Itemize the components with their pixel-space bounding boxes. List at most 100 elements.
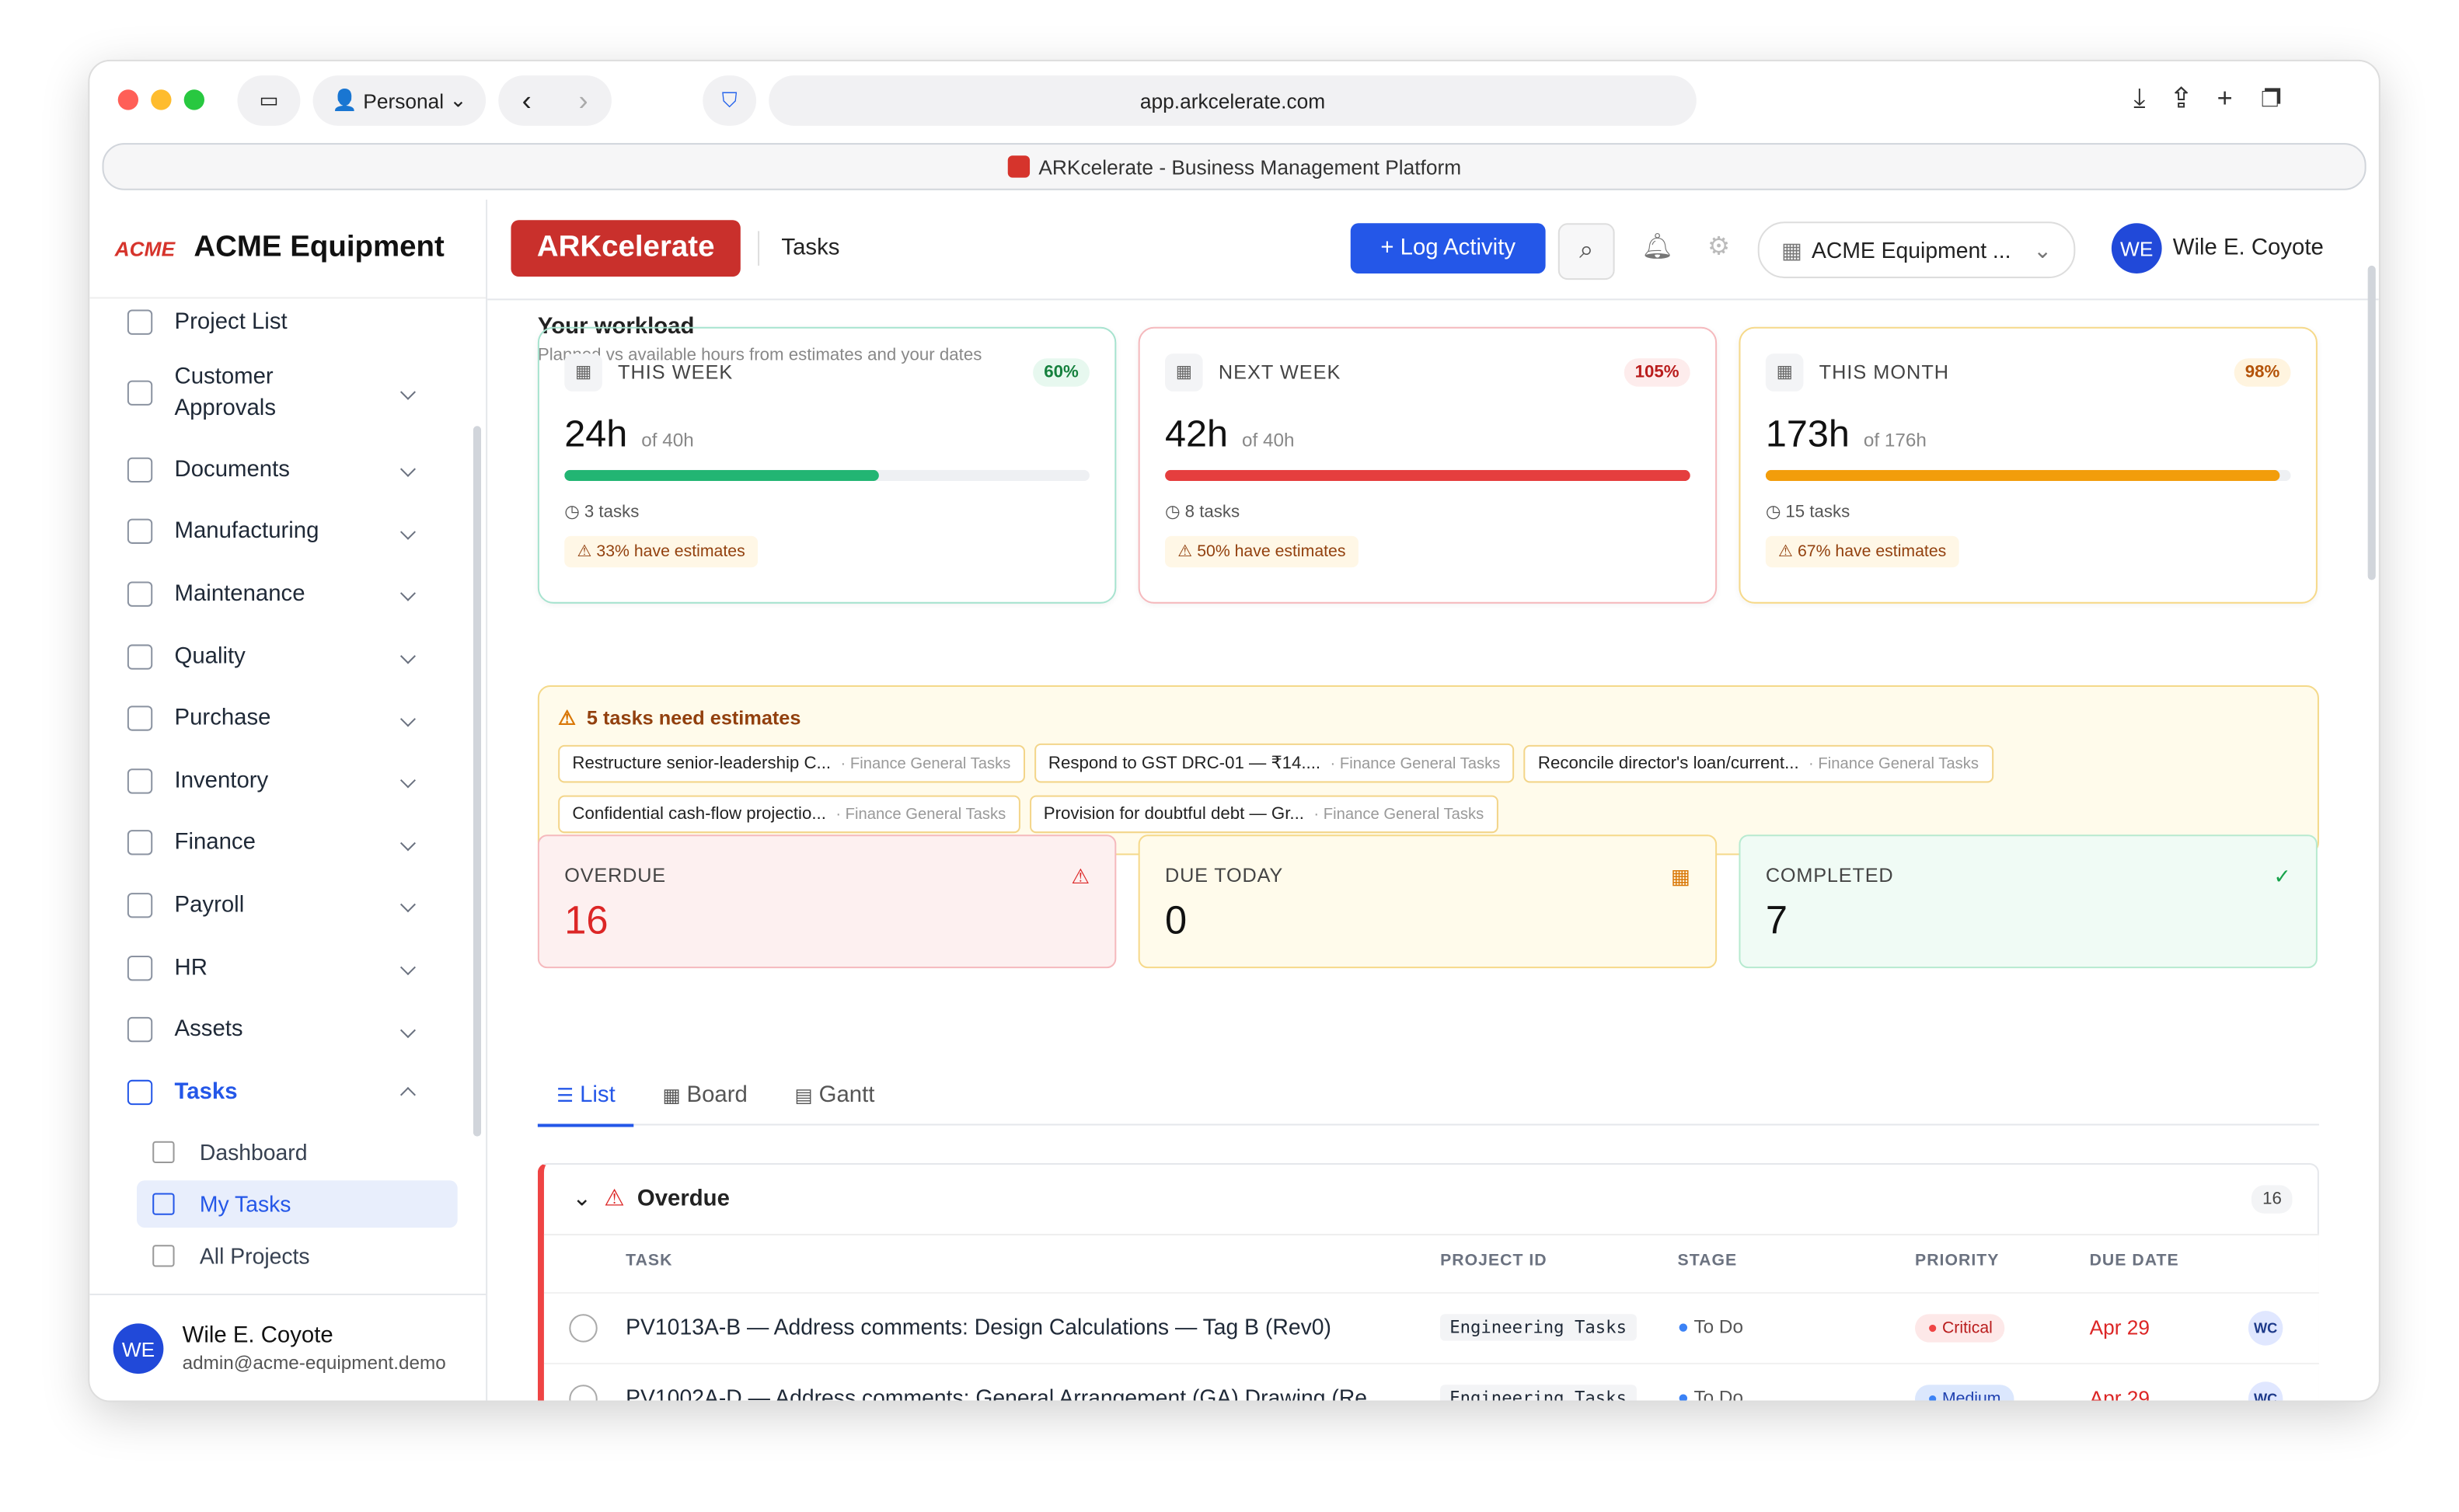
column-header: DUE DATE <box>2089 1251 2179 1270</box>
card-capacity: of 40h <box>1242 429 1295 451</box>
view-tab[interactable]: ▦ Board <box>662 1082 748 1109</box>
chip-task: Respond to GST DRC-01 — ₹14.... <box>1048 754 1321 774</box>
nav-label: Customer Approvals <box>174 364 277 421</box>
url: app.arkcelerate.com <box>1139 89 1326 113</box>
tab-label: Board <box>686 1082 748 1109</box>
chip-project: · Finance General Tasks <box>1330 756 1501 774</box>
tab-title: ARKcelerate - Business Management Platfo… <box>1038 155 1462 179</box>
view-tabs: ☰ List ▦ Board ▤ Gantt <box>537 1077 2319 1127</box>
nav-item[interactable]: Assets <box>89 998 486 1061</box>
estimates-title: 5 tasks need estimates <box>586 707 801 730</box>
nav-item[interactable]: Manufacturing <box>89 501 486 563</box>
minimize[interactable] <box>151 89 172 110</box>
nav-label: Finance <box>174 830 256 856</box>
card-label: THIS MONTH <box>1819 361 1950 384</box>
sidebar: ACME ACME Equipment Project List Customer… <box>89 199 488 1401</box>
nav-item[interactable]: Maintenance <box>89 563 486 625</box>
nav-label: Inventory <box>174 768 269 794</box>
nav-item[interactable]: Payroll <box>89 874 486 936</box>
company-select[interactable]: ▦ ACME Equipment ... ⌄ <box>1757 221 2076 279</box>
card-tasks: 3 tasks <box>584 503 640 522</box>
sidebar-user[interactable]: WE Wile E. Coyote admin@acme-equipment.d… <box>89 1293 487 1401</box>
section-title: Your workload <box>537 314 695 340</box>
workload-card: ▦ THIS MONTH 98% 173h of 176h ◷ 15 tasks ⚠… <box>1739 326 2318 604</box>
card-estimates: 50% have estimates <box>1197 542 1346 562</box>
card-percent: 60% <box>1033 358 1090 387</box>
task-due: Apr 29 <box>2089 1315 2150 1340</box>
subnav-label: My Tasks <box>199 1190 291 1216</box>
brand[interactable]: ARKcelerate <box>511 220 741 277</box>
chip-task: Reconcile director's loan/current... <box>1537 754 1799 774</box>
history-nav[interactable]: ‹ › <box>498 75 612 126</box>
progress-bar <box>1765 469 2280 482</box>
workload-card: ▦ NEXT WEEK 105% 42h of 40h ◷ 8 tasks ⚠ 50… <box>1138 326 1718 604</box>
toolbar-actions[interactable]: ⤓⇪+❐ <box>2133 83 2310 113</box>
nav-label: Quality <box>174 643 246 669</box>
close[interactable] <box>117 89 139 110</box>
task-project: Engineering Tasks <box>1440 1314 1637 1341</box>
nav-item[interactable]: Finance <box>89 812 486 874</box>
nav-list: Project List Customer Approvals Documents M… <box>89 298 486 1278</box>
task-name: PV1013A-B — Address comments: Design Cal… <box>626 1314 1331 1340</box>
address-bar[interactable]: app.arkcelerate.com <box>769 75 1697 126</box>
nav-item[interactable]: Inventory <box>89 750 486 812</box>
task-row[interactable]: PV1002A-D — Address comments: General Ar… <box>543 1362 2319 1402</box>
column-header: TASK <box>626 1251 673 1270</box>
card-estimates: 67% have estimates <box>1797 542 1947 562</box>
nav-item[interactable]: Quality <box>89 625 486 688</box>
stat-value: 7 <box>1765 899 1788 943</box>
tab[interactable]: ARKcelerate - Business Management Platfo… <box>102 143 2367 190</box>
nav-item[interactable]: HR <box>89 936 486 998</box>
nav-item[interactable]: Project List <box>89 298 486 346</box>
subnav-label: All Projects <box>199 1242 310 1268</box>
subnav-item[interactable]: All Projects <box>137 1232 458 1279</box>
extension[interactable]: ⛉ <box>703 75 757 126</box>
view-tab[interactable]: ▤ Gantt <box>794 1082 875 1109</box>
user-name: Wile E. Coyote <box>182 1323 333 1349</box>
profile: Personal <box>363 89 445 113</box>
profile-button[interactable]: 👤 Personal ⌄ <box>312 75 487 126</box>
stat-card: OVERDUE ⚠ 16 <box>537 834 1117 969</box>
estimate-chip[interactable]: Respond to GST DRC-01 — ₹14.... · Financ… <box>1034 743 1515 783</box>
subnav-item[interactable]: Dashboard <box>137 1128 458 1176</box>
view-tab[interactable]: ☰ List <box>537 1077 635 1127</box>
notifications[interactable]: 🔔︎ <box>1641 234 1674 261</box>
task-due: Apr 29 <box>2089 1386 2150 1402</box>
log-activity-button[interactable]: + Log Activity <box>1350 223 1546 274</box>
card-tasks: 8 tasks <box>1184 503 1240 522</box>
card-capacity: of 176h <box>1863 429 1927 451</box>
estimate-chip[interactable]: Restructure senior-leadership C... · Fin… <box>558 744 1025 783</box>
task-row[interactable]: PV1013A-B — Address comments: Design Cal… <box>543 1291 2319 1364</box>
workload-card: ▦ THIS WEEK 60% 24h of 40h ◷ 3 tasks ⚠ 33%… <box>537 326 1117 604</box>
card-percent: 98% <box>2234 358 2291 387</box>
brand-text: ARKcelerate <box>536 231 715 264</box>
group-count: 16 <box>2251 1185 2293 1214</box>
column-header: PRIORITY <box>1915 1251 2000 1270</box>
stat-value: 0 <box>1165 899 1188 943</box>
nav-item[interactable]: Purchase <box>89 688 486 750</box>
nav-item[interactable]: Documents <box>89 438 486 500</box>
task-stage: To Do <box>1693 1315 1743 1338</box>
chip-project: · Finance General Tasks <box>840 756 1011 774</box>
settings[interactable]: ⚙︎ <box>1707 234 1730 261</box>
zoom[interactable] <box>183 89 204 110</box>
chip-task: Confidential cash-flow projectio... <box>572 804 826 824</box>
task-assignee: WC <box>2248 1311 2283 1346</box>
estimate-chip[interactable]: Provision for doubtful debt — Gr... · Fi… <box>1029 795 1498 834</box>
nav-item[interactable]: Customer Approvals <box>89 346 486 438</box>
company-select-text: ACME Equipment ... <box>1811 237 2011 263</box>
nav-label: Tasks <box>174 1079 238 1105</box>
nav-item[interactable]: Tasks <box>89 1061 486 1123</box>
section-subtitle: Planned vs available hours from estimate… <box>537 346 982 365</box>
stat-value: 16 <box>564 899 609 943</box>
search-button[interactable]: ⌕ <box>1557 223 1615 280</box>
estimate-chip[interactable]: Reconcile director's loan/current... · F… <box>1523 744 1993 783</box>
avatar[interactable]: WE <box>2111 223 2162 274</box>
subnav-item[interactable]: My Tasks <box>137 1179 458 1228</box>
estimates-panel: ⚠ 5 tasks need estimates Restructure sen… <box>537 685 2319 855</box>
estimate-chip[interactable]: Confidential cash-flow projectio... · Fi… <box>558 795 1020 834</box>
sidebar-toggle[interactable]: ▭ <box>237 75 301 126</box>
group-header[interactable]: ⌄ ⚠ Overdue <box>572 1186 730 1212</box>
card-label: THIS WEEK <box>618 361 734 384</box>
